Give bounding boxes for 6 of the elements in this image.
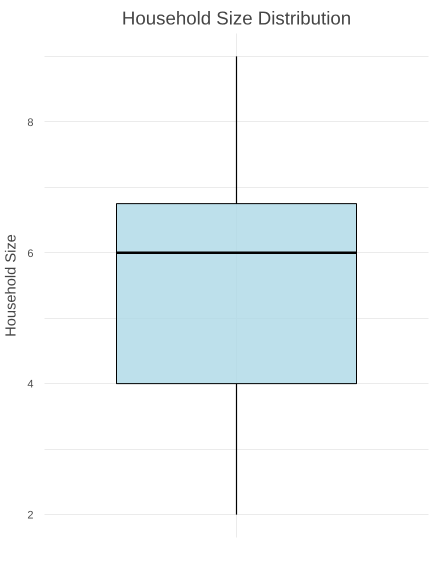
y-tick-label: 2 xyxy=(27,510,34,522)
y-tick-label: 8 xyxy=(27,116,34,129)
y-axis-title: Household Size xyxy=(3,234,20,337)
y-tick-label: 4 xyxy=(27,378,34,391)
y-tick-label: 6 xyxy=(27,248,34,260)
chart-title: Household Size Distribution xyxy=(122,8,352,28)
